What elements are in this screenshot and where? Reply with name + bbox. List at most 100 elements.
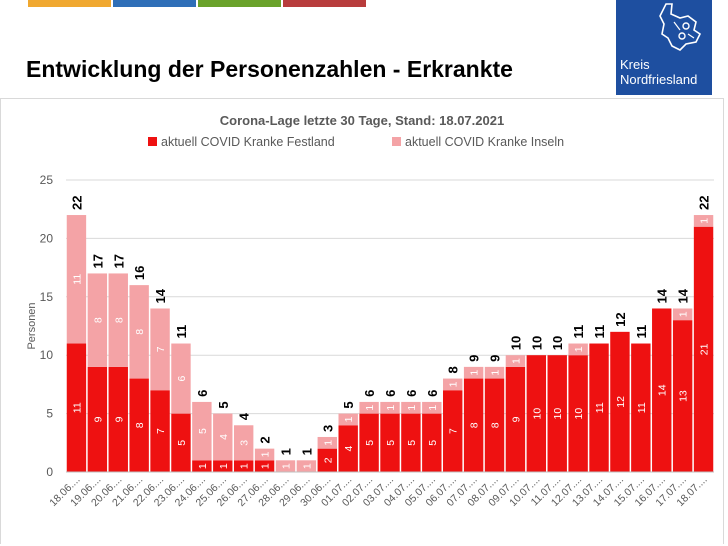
bar-segment	[171, 413, 191, 472]
bar-segment	[422, 401, 442, 414]
bar-segment	[150, 308, 170, 391]
data-label: 10	[573, 408, 585, 420]
total-label: 1	[299, 448, 314, 455]
bar-segment	[129, 378, 149, 472]
total-label: 6	[404, 390, 419, 397]
data-label: 9	[92, 416, 104, 422]
data-label: 2	[322, 457, 334, 463]
data-label: 9	[113, 416, 125, 422]
data-label: 21	[699, 343, 711, 355]
data-label: 7	[155, 428, 167, 434]
data-label: 1	[322, 440, 334, 446]
data-label: 12	[615, 396, 627, 408]
data-label: 1	[197, 463, 209, 469]
total-label: 1	[278, 448, 293, 455]
bar-segment	[254, 448, 275, 461]
bar-segment	[254, 460, 275, 472]
data-label: 1	[510, 358, 522, 364]
total-label: 9	[488, 355, 503, 362]
data-label: 7	[448, 428, 460, 434]
total-label: 11	[571, 325, 586, 339]
data-label: 1	[448, 381, 460, 387]
bar-segment	[317, 436, 337, 449]
logo-text: Kreis Nordfriesland	[620, 57, 697, 87]
coat-of-arms-icon	[659, 3, 702, 51]
y-tick-label: 15	[40, 290, 54, 304]
data-label: 11	[71, 274, 83, 285]
bar-segment	[317, 448, 337, 472]
logo-line-2: Nordfriesland	[620, 72, 698, 87]
bar-segment	[484, 366, 505, 379]
color-bar-4	[283, 0, 366, 7]
data-label: 0	[594, 336, 606, 342]
data-label: 11	[71, 402, 83, 413]
stacked-bar-chart: Corona-Lage letzte 30 Tage, Stand: 18.07…	[26, 113, 714, 509]
bar-segment	[359, 401, 379, 414]
bar-segment	[484, 378, 505, 472]
data-label: 8	[134, 422, 146, 428]
bar-segment	[338, 413, 358, 426]
bar-segment	[108, 366, 128, 472]
bar-segment	[422, 413, 442, 472]
y-tick-label: 20	[40, 231, 54, 245]
slide-title: Entwicklung der Personenzahlen - Erkrank…	[26, 56, 513, 82]
data-label: 8	[92, 317, 104, 323]
legend-swatch	[392, 137, 401, 146]
data-label: 9	[510, 416, 522, 422]
bar-segment	[401, 401, 421, 414]
data-label: 1	[218, 463, 230, 469]
color-bar-2	[113, 0, 196, 7]
bar-segment	[171, 343, 191, 414]
bar-segment	[463, 366, 484, 379]
bar-segment	[463, 378, 484, 472]
bar-segment	[66, 343, 87, 472]
data-label: 5	[197, 428, 209, 434]
bar-segment	[108, 273, 128, 367]
data-label: 5	[176, 440, 188, 446]
total-label: 14	[153, 288, 168, 303]
top-color-bars	[28, 0, 366, 7]
bar-segment	[359, 413, 379, 472]
legend-label: aktuell COVID Kranke Festland	[161, 135, 335, 149]
color-bar-3	[198, 0, 281, 7]
data-label: 14	[657, 384, 669, 396]
bar-segment	[568, 355, 588, 472]
bar-segment	[296, 460, 317, 472]
bar-segment	[213, 413, 233, 461]
data-label: 0	[552, 348, 564, 354]
total-label: 4	[237, 412, 252, 420]
logo-line-1: Kreis	[620, 57, 650, 72]
total-label: 12	[613, 312, 628, 326]
bar-segment	[401, 413, 421, 472]
bar-segment	[338, 425, 358, 472]
bar-segment	[693, 226, 714, 472]
total-label: 2	[258, 436, 273, 443]
total-label: 6	[195, 390, 210, 397]
total-label: 14	[655, 288, 670, 303]
data-label: 5	[406, 440, 418, 446]
bar-segment	[505, 366, 526, 472]
bar-segment	[192, 460, 212, 472]
total-label: 5	[216, 401, 231, 408]
bar-segment	[213, 460, 233, 472]
bar-segment	[233, 460, 254, 472]
data-label: 8	[490, 422, 502, 428]
bar-segment	[672, 308, 693, 321]
bar-segment	[672, 320, 693, 472]
y-axis-label: Personen	[26, 302, 38, 349]
data-label: 7	[155, 346, 167, 352]
bar-segment	[129, 285, 149, 379]
bar-segment	[380, 413, 400, 472]
color-bar-1	[28, 0, 111, 7]
data-label: 1	[280, 463, 292, 469]
data-label: 1	[239, 463, 251, 469]
y-tick-label: 25	[40, 173, 54, 187]
bar-segment	[66, 215, 87, 344]
total-label: 10	[508, 336, 523, 350]
data-label: 1	[469, 370, 481, 376]
total-label: 9	[467, 355, 482, 362]
data-label: 1	[699, 218, 711, 224]
data-label: 0	[636, 336, 648, 342]
bar-segment	[631, 343, 651, 472]
legend-label: aktuell COVID Kranke Inseln	[405, 135, 564, 149]
